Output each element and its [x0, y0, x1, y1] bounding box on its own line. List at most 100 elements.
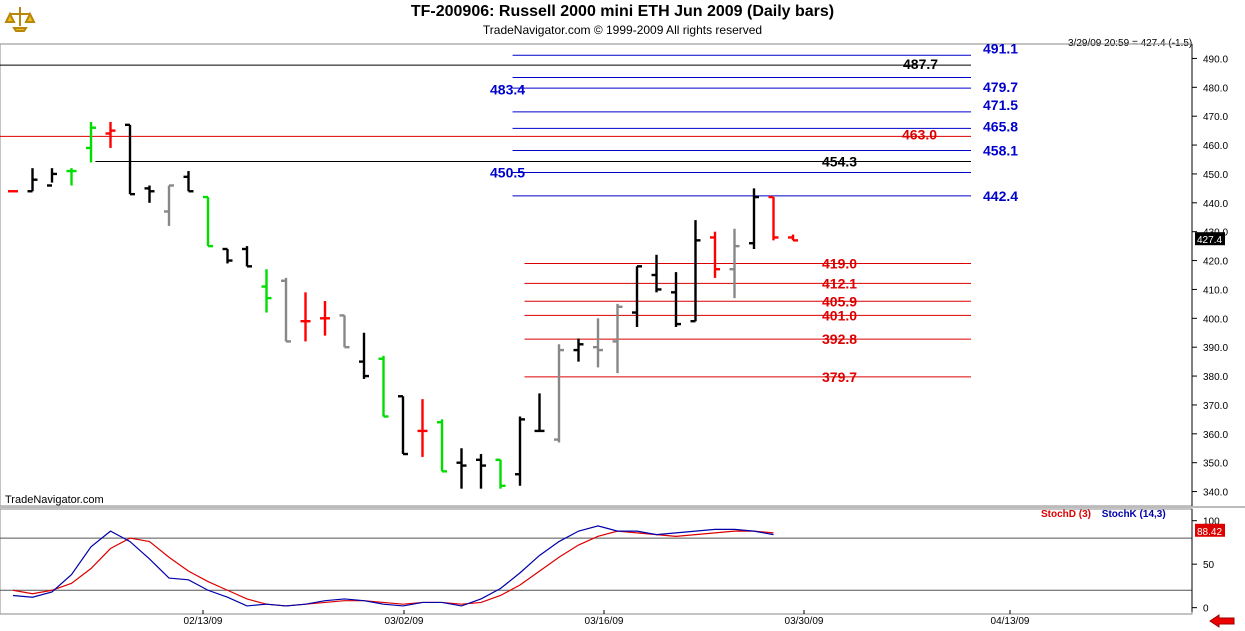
last-price-box: [1195, 232, 1225, 246]
ohlc-bar: [378, 355, 389, 418]
level-label-483.4: 483.4: [490, 81, 525, 97]
date-axis: 02/13/09 03/02/09 03/16/09 03/30/09 04/13/09: [184, 610, 1030, 627]
stoch-k-legend: StochK (14,3): [1101, 509, 1166, 520]
ohlc-bar: [456, 448, 467, 489]
price-tick-label: 450.0: [1203, 170, 1228, 181]
ohlc-bar: [261, 269, 272, 313]
ohlc-bar: [183, 171, 194, 193]
price-tick-label: 370.0: [1203, 401, 1228, 412]
ohlc-bar: [729, 228, 740, 299]
ohlc-bar: [125, 123, 135, 196]
stoch-d-legend: StochD (3): [1041, 509, 1091, 520]
level-label-491.1: 491.1: [983, 40, 1018, 56]
ohlc-bar: [359, 332, 369, 379]
trade-navigator-logo-icon: [4, 4, 36, 34]
price-tick-label: 410.0: [1203, 285, 1228, 296]
level-label-471.5: 471.5: [983, 97, 1018, 113]
ohlc-bar: [690, 220, 701, 323]
level-label-454.3: 454.3: [822, 154, 857, 170]
last-price-label: 427.4: [1197, 235, 1222, 246]
stoch-panel-border: [0, 508, 1193, 615]
date-tick-label: 03/30/09: [785, 616, 824, 627]
price-tick-label: 400.0: [1203, 314, 1228, 325]
price-tick-label: 460.0: [1203, 141, 1228, 152]
level-label-450.5: 450.5: [490, 164, 525, 180]
level-label-412.1: 412.1: [822, 275, 857, 291]
stoch-line-d: [12, 530, 774, 607]
price-axis: 490.0480.0470.0460.0450.0440.0430.0420.0…: [1191, 44, 1228, 506]
level-label-463.0: 463.0: [902, 126, 937, 142]
ohlc-bar: [105, 121, 116, 148]
ohlc-bar: [573, 338, 584, 362]
ohlc-bar: [495, 458, 506, 489]
ohlc-bar: [47, 168, 57, 187]
ohlc-bar: [437, 419, 447, 473]
level-label-479.7: 479.7: [983, 79, 1018, 95]
stoch-tick-label: 100: [1203, 517, 1220, 528]
ohlc-bar: [398, 395, 408, 456]
level-label-392.8: 392.8: [822, 331, 857, 347]
ohlc-bar: [203, 195, 213, 248]
price-tick-label: 390.0: [1203, 343, 1228, 354]
ohlc-bar: [476, 454, 486, 489]
date-tick-label: 02/13/09: [184, 616, 223, 627]
ohlc-bar: [164, 184, 174, 226]
stoch-line-k: [12, 525, 774, 607]
ohlc-bar: [222, 247, 233, 264]
level-label-487.7: 487.7: [903, 56, 938, 72]
price-tick-label: 350.0: [1203, 459, 1228, 470]
date-tick-label: 04/13/09: [991, 616, 1030, 627]
price-tick-label: 440.0: [1203, 199, 1228, 210]
level-label-419.0: 419.0: [822, 255, 857, 271]
ohlc-bar: [144, 185, 155, 203]
ohlc-bar: [768, 195, 779, 241]
scroll-left-arrow-icon[interactable]: [1208, 614, 1236, 628]
level-label-458.1: 458.1: [983, 143, 1018, 159]
price-tick-label: 340.0: [1203, 488, 1228, 499]
ohlc-bar: [749, 188, 759, 250]
price-tick-label: 420.0: [1203, 257, 1228, 268]
ohlc-bar: [515, 416, 525, 486]
level-label-379.7: 379.7: [822, 369, 857, 385]
ohlc-bar: [27, 168, 38, 193]
ohlc-bar: [66, 168, 77, 186]
date-tick-label: 03/02/09: [385, 616, 424, 627]
ohlc-bar: [554, 344, 564, 443]
price-tick-label: 480.0: [1203, 83, 1228, 94]
ohlc-bar: [86, 121, 96, 163]
chart-subtitle: TradeNavigator.com © 1999-2009 All right…: [482, 23, 763, 37]
ohlc-bar: [710, 231, 720, 278]
stoch-last-box: [1195, 523, 1225, 537]
ohlc-bar: [320, 300, 330, 336]
ohlc-bar: [788, 234, 798, 242]
gridlines: [0, 43, 1245, 615]
price-levels: 491.1 487.7 483.4 479.7 471.5 465.8 463.0 458.1…: [0, 40, 1018, 385]
ohlc-bars: [8, 121, 798, 489]
price-tick-label: 470.0: [1203, 112, 1228, 123]
stoch-last-label: 88.42: [1197, 527, 1222, 538]
price-tick-label: 490.0: [1203, 54, 1228, 65]
ohlc-bar: [534, 393, 545, 433]
ohlc-bar: [417, 399, 428, 457]
date-tick-label: 03/16/09: [585, 616, 624, 627]
price-tick-label: 360.0: [1203, 430, 1228, 441]
ohlc-bar: [593, 318, 603, 368]
ohlc-bar: [242, 246, 252, 268]
ohlc-bar: [612, 303, 623, 374]
price-tick-label: 380.0: [1203, 372, 1228, 383]
chart-title: TF-200906: Russell 2000 mini ETH Jun 200…: [410, 3, 835, 20]
ohlc-bar: [632, 265, 642, 327]
level-label-465.8: 465.8: [983, 118, 1018, 134]
ohlc-bar: [339, 314, 350, 349]
price-panel-border: [0, 43, 1193, 507]
ohlc-bar: [671, 272, 681, 327]
level-label-405.9: 405.9: [822, 293, 857, 309]
level-label-401.0: 401.0: [822, 307, 857, 323]
ohlc-bar: [281, 277, 291, 343]
stoch-tick-label: 50: [1203, 560, 1215, 571]
watermark-label: TradeNavigator.com: [5, 494, 104, 506]
level-label-442.4: 442.4: [983, 188, 1018, 204]
stoch-tick-label: 0: [1203, 604, 1209, 615]
stochastic-panel: 100 50 0 88.42: [0, 509, 1225, 615]
